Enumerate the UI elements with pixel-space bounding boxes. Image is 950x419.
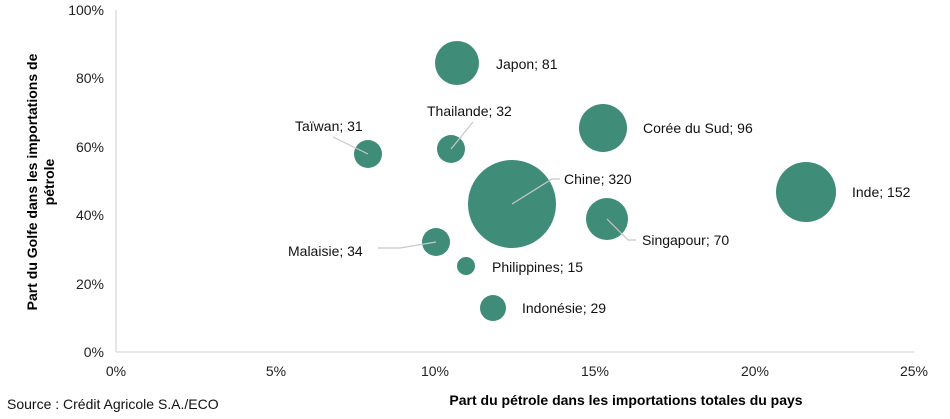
x-axis-title: Part du pétrole dans les importations to… [449, 392, 802, 408]
leader-line-malaisie [378, 241, 437, 249]
y-axis-title-line2: pétrole [41, 158, 57, 205]
x-tick: 0% [106, 363, 126, 379]
bubble-philippines[interactable] [457, 257, 475, 275]
label-coree-du-sud: Corée du Sud; 96 [643, 120, 753, 136]
label-taiwan: Taïwan; 31 [295, 118, 363, 134]
y-tick: 80% [76, 70, 104, 86]
x-tick: 15% [581, 363, 609, 379]
x-axis-ticks: 0% 5% 10% 15% 20% 25% [106, 363, 928, 379]
bubble-inde[interactable] [776, 162, 836, 222]
label-japon: Japon; 81 [496, 56, 558, 72]
x-tick: 10% [421, 363, 449, 379]
label-singapour: Singapour; 70 [642, 232, 729, 248]
label-thailande: Thailande; 32 [427, 103, 512, 119]
y-tick: 60% [76, 139, 104, 155]
data-labels: Japon; 81 Corée du Sud; 96 Thailande; 32… [288, 56, 911, 316]
y-axis-title: Part du Golfe dans les importations de p… [24, 53, 57, 310]
label-philippines: Philippines; 15 [492, 259, 583, 275]
x-tick: 25% [900, 363, 928, 379]
leader-line-chine [511, 178, 560, 205]
y-tick: 0% [84, 344, 104, 360]
label-chine: Chine; 320 [564, 171, 632, 187]
label-malaisie: Malaisie; 34 [288, 243, 363, 259]
bubble-coree-du-sud[interactable] [579, 104, 627, 152]
leader-line-singapour [606, 218, 636, 241]
label-indonesie: Indonésie; 29 [522, 300, 606, 316]
y-axis-ticks: 100% 80% 60% 40% 20% 0% [68, 2, 104, 360]
leader-lines [332, 121, 636, 249]
y-axis-title-line1: Part du Golfe dans les importations de [24, 53, 40, 310]
x-tick: 5% [266, 363, 286, 379]
y-tick: 20% [76, 276, 104, 292]
y-tick: 40% [76, 207, 104, 223]
leader-line-taiwan [332, 136, 369, 155]
x-tick: 20% [741, 363, 769, 379]
label-inde: Inde; 152 [852, 184, 911, 200]
bubble-japon[interactable] [435, 41, 479, 85]
bubble-indonesie[interactable] [480, 295, 506, 321]
leader-line-thailande [450, 121, 474, 150]
y-tick: 100% [68, 2, 104, 18]
source-note: Source : Crédit Agricole S.A./ECO [7, 396, 219, 412]
